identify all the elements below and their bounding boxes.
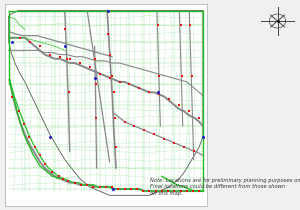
Bar xyxy=(5,4,207,206)
Polygon shape xyxy=(9,10,203,195)
Text: Note: Locations are for preliminary planning purposes only.
Final locations coul: Note: Locations are for preliminary plan… xyxy=(150,178,300,196)
